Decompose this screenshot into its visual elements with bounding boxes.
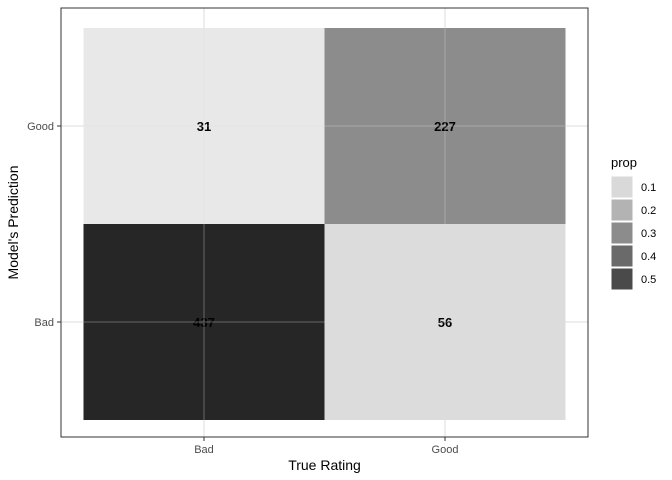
heatmap-cell-good-bad: [324, 224, 566, 420]
cell-label-bad-bad: 437: [193, 315, 215, 330]
y-axis-ticks: Bad Good: [27, 121, 61, 329]
heatmap-cell-bad-good: [83, 28, 325, 224]
heatmap-cell-bad-bad: [83, 224, 325, 420]
x-axis-title: True Rating: [288, 457, 361, 473]
legend-label-0-2: 0.2: [641, 205, 656, 217]
legend-key-0-3: [610, 221, 634, 245]
legend-label-0-4: 0.4: [641, 251, 656, 263]
y-axis-title: Model's Prediction: [5, 166, 21, 280]
x-axis-ticks: Bad Good: [194, 437, 458, 456]
y-tick-label-good: Good: [27, 121, 54, 133]
legend-key-0-4: [610, 244, 634, 268]
x-tick-label-bad: Bad: [194, 444, 214, 456]
heatmap-cells: 31 227 437 56: [83, 28, 566, 420]
legend-label-0-1: 0.1: [641, 182, 656, 194]
legend-label-0-3: 0.3: [641, 228, 656, 240]
legend-key-0-2: [610, 198, 634, 222]
legend: prop 0.1 0.2 0.3 0.4 0.5: [610, 155, 656, 291]
grid-lines-over: [61, 8, 588, 437]
heatmap-cell-good-good: [324, 28, 566, 224]
legend-key-0-5: [610, 267, 634, 291]
legend-keys: 0.1 0.2 0.3 0.4 0.5: [610, 175, 656, 291]
legend-key-0-1: [610, 175, 634, 199]
cell-label-bad-good: 31: [197, 119, 211, 134]
cell-label-good-good: 227: [434, 119, 456, 134]
legend-label-0-5: 0.5: [641, 274, 656, 286]
plot-panel-border: [60, 7, 589, 438]
cell-label-good-bad: 56: [438, 315, 452, 330]
x-tick-label-good: Good: [432, 444, 459, 456]
y-tick-label-bad: Bad: [34, 317, 54, 329]
legend-title: prop: [611, 155, 637, 170]
